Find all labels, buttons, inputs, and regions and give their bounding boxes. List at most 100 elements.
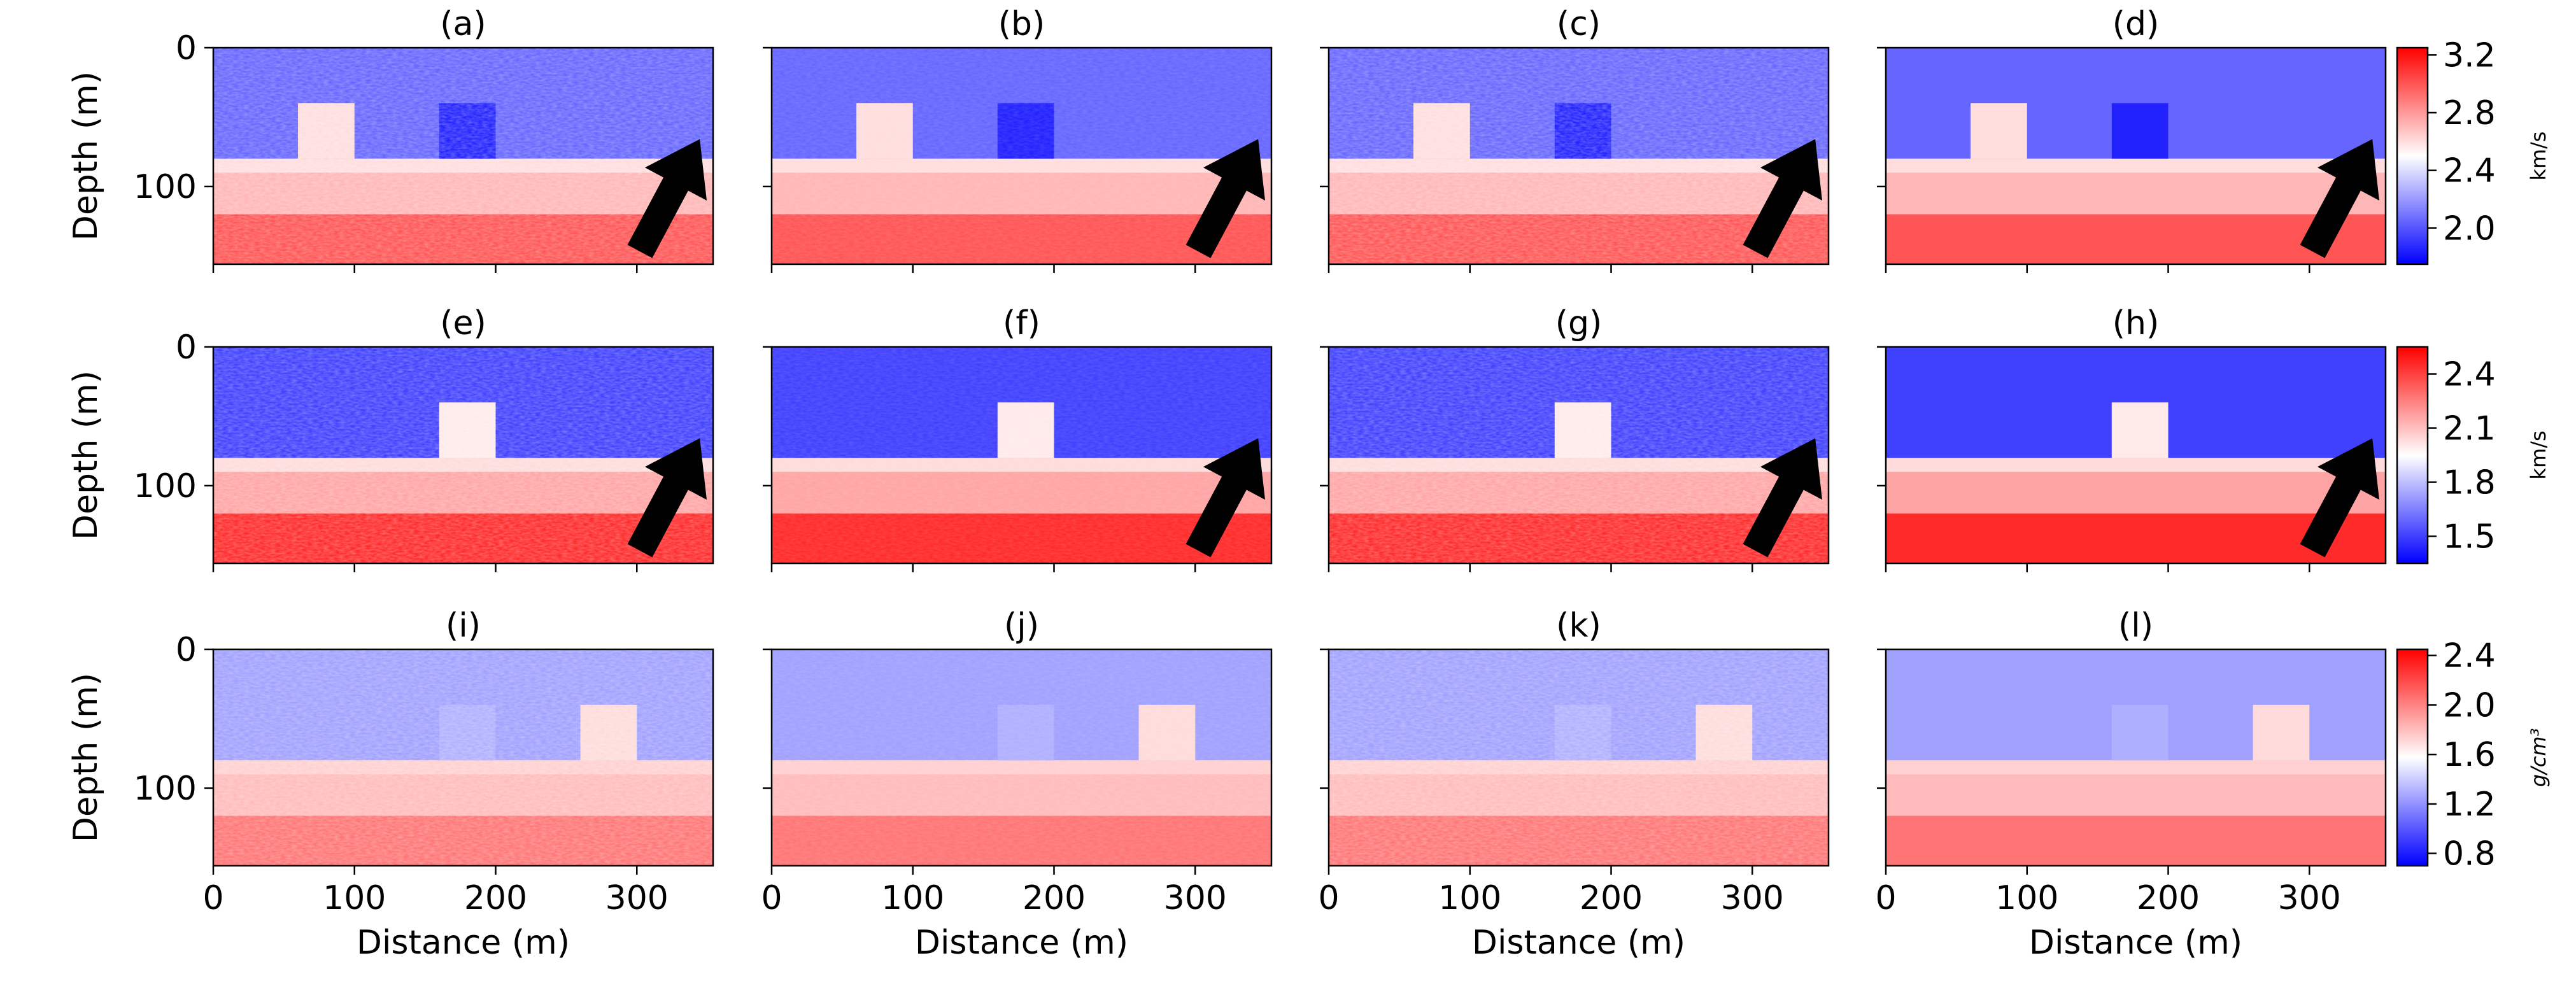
- panel-frame: [1885, 648, 2387, 867]
- panel-frame: [212, 648, 714, 867]
- y-axis-label: Depth (m): [67, 370, 105, 540]
- panel-frame: [212, 46, 714, 265]
- x-tick-label: 100: [323, 879, 386, 917]
- colorbar-tick-label: 1.5: [2443, 518, 2496, 556]
- inversion-noise: [772, 649, 1271, 866]
- panel-frame: [1327, 648, 1830, 867]
- colorbar-tick-label: 1.2: [2443, 786, 2496, 824]
- colorbar-tick-label: 2.4: [2443, 356, 2496, 394]
- inclusion-2: [2253, 705, 2310, 761]
- colorbar-gradient: [2396, 46, 2429, 265]
- panel-title: (k): [1556, 607, 1601, 645]
- y-tick-label: 100: [134, 467, 197, 505]
- panel-b: (b): [763, 5, 1273, 273]
- panel-g: (g): [1320, 304, 1830, 572]
- colorbar-label: g/cm³: [2526, 728, 2551, 787]
- panel-title: (f): [1003, 304, 1040, 342]
- colorbar-row-2: 2.4 2.1 1.8 1.5 km/s: [2396, 346, 2551, 565]
- panel-d: (d): [1877, 5, 2387, 273]
- arrow-annotation: [627, 139, 707, 258]
- transition-layer: [1886, 458, 2386, 472]
- x-tick-label: 200: [2137, 879, 2200, 917]
- panel-title: (l): [2118, 607, 2153, 645]
- panel-l: (l) 0 100 200 300 Distance (m): [1875, 607, 2387, 962]
- colorbar-tick-label: 2.0: [2443, 686, 2496, 724]
- colorbar-tick-label: 1.6: [2443, 736, 2496, 774]
- y-tick-label: 100: [134, 168, 197, 206]
- x-tick-label: 200: [1580, 879, 1643, 917]
- colorbar-tick-label: 3.2: [2443, 36, 2496, 74]
- x-tick-label: 0: [1318, 879, 1339, 917]
- colorbar-tick-label: 2.4: [2443, 637, 2496, 675]
- deep-layer: [1886, 513, 2386, 563]
- inversion-noise: [1329, 649, 1829, 866]
- panel-frame: [212, 346, 714, 565]
- y-tick-label: 0: [176, 29, 197, 67]
- x-tick-label: 100: [1438, 879, 1501, 917]
- middle-layer: [1886, 472, 2386, 514]
- colorbar-tick-label: 2.4: [2443, 152, 2496, 190]
- panel-k: (k) 0 100 200 300 Distance (m): [1318, 607, 1830, 962]
- y-tick-label: 0: [176, 631, 197, 669]
- y-axis-label: Depth (m): [67, 673, 105, 842]
- colorbar-row-3: 2.4 2.0 1.6 1.2 0.8 g/cm³: [2396, 637, 2551, 873]
- panel-title: (c): [1557, 5, 1601, 43]
- panel-j: (j) 0 100 200 300 Distance (m): [761, 607, 1273, 962]
- middle-layer: [1886, 173, 2386, 215]
- panel-title: (i): [446, 607, 481, 645]
- panel-title: (h): [2112, 304, 2160, 342]
- deep-layer: [1886, 214, 2386, 264]
- panel-i: (i) 0 100 200 300 0 100 Depth (m) Distance (m): [67, 607, 714, 962]
- inversion-noise: [1329, 347, 1829, 563]
- inversion-noise: [213, 48, 713, 264]
- deep-layer: [1886, 815, 2386, 866]
- x-tick-label: 200: [464, 879, 527, 917]
- inversion-noise: [772, 48, 1271, 264]
- arrow-annotation: [1185, 139, 1265, 258]
- x-tick-label: 200: [1023, 879, 1086, 917]
- panel-frame: [1327, 346, 1830, 565]
- arrow-annotation: [2300, 139, 2379, 258]
- x-axis-label: Distance (m): [915, 924, 1128, 962]
- panel-title: (d): [2112, 5, 2160, 43]
- inclusion-1: [1971, 103, 2027, 159]
- panel-title: (j): [1004, 607, 1039, 645]
- colorbar-gradient: [2396, 346, 2429, 565]
- panel-h: (h): [1877, 304, 2387, 572]
- panel-frame: [1327, 46, 1830, 265]
- x-tick-label: 0: [1875, 879, 1896, 917]
- x-tick-label: 0: [202, 879, 223, 917]
- arrow-annotation: [627, 438, 707, 558]
- transition-layer: [1886, 159, 2386, 173]
- arrow-annotation: [2300, 438, 2379, 558]
- colorbar-label: km/s: [2526, 131, 2551, 180]
- inversion-noise: [772, 347, 1271, 563]
- panel-a: (a) 0 100 Depth (m): [67, 5, 714, 273]
- panel-f: (f): [763, 304, 1273, 572]
- panel-title: (b): [998, 5, 1045, 43]
- panel-title: (g): [1555, 304, 1603, 342]
- panel-frame: [1885, 346, 2387, 565]
- colorbar-tick-label: 2.0: [2443, 209, 2496, 248]
- panel-title: (a): [440, 5, 486, 43]
- colorbar-tick-label: 1.8: [2443, 464, 2496, 502]
- inversion-noise: [213, 347, 713, 563]
- arrow-annotation: [1743, 139, 1822, 258]
- panel-frame: [770, 346, 1273, 565]
- colorbar-label: km/s: [2526, 430, 2551, 479]
- panel-frame: [770, 46, 1273, 265]
- colorbar-tick-label: 0.8: [2443, 835, 2496, 873]
- colorbar-gradient: [2396, 648, 2429, 867]
- x-tick-label: 300: [2278, 879, 2341, 917]
- y-axis-label: Depth (m): [67, 71, 105, 241]
- x-axis-label: Distance (m): [2029, 924, 2242, 962]
- inclusion-1: [2111, 402, 2169, 458]
- x-tick-label: 100: [881, 879, 944, 917]
- x-tick-label: 100: [1995, 879, 2058, 917]
- panel-title: (e): [440, 304, 486, 342]
- x-tick-label: 300: [605, 879, 669, 917]
- inclusion-2: [2111, 103, 2169, 159]
- panel-c: (c): [1320, 5, 1830, 273]
- colorbar-tick-label: 2.1: [2443, 410, 2496, 448]
